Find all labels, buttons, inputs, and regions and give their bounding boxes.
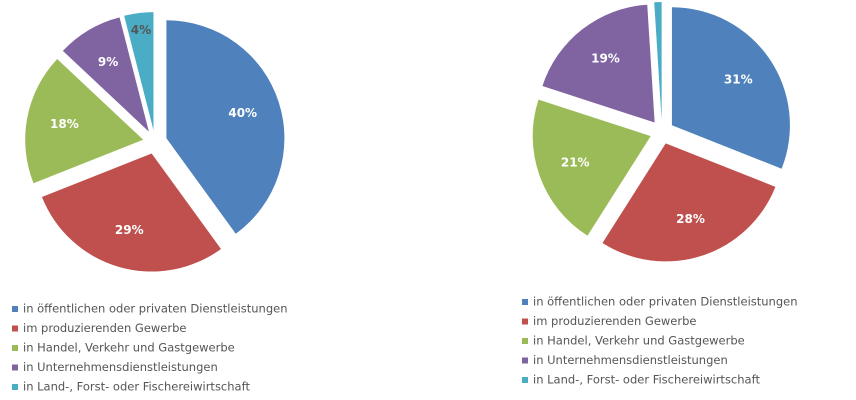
legend-swatch xyxy=(12,345,18,351)
data-label: 40% xyxy=(228,106,257,120)
legend-label: in öffentlichen oder privaten Dienstleis… xyxy=(533,295,798,309)
legend-swatch xyxy=(522,357,528,364)
data-label: 4% xyxy=(131,23,151,37)
data-label: 18% xyxy=(50,117,79,131)
legend-swatch xyxy=(12,384,18,390)
pie-slice xyxy=(41,153,222,272)
legend-label: in Land-, Forst- oder Fischereiwirtschaf… xyxy=(533,373,760,387)
legend-swatch xyxy=(522,338,528,344)
data-label: 31% xyxy=(724,73,753,87)
data-label: 21% xyxy=(561,156,590,170)
pie-slice xyxy=(654,2,662,121)
legend-label: im produzierenden Gewerbe xyxy=(23,321,187,335)
pie-slice xyxy=(602,143,776,262)
data-label: 29% xyxy=(115,223,144,237)
pie-slice xyxy=(62,17,149,132)
legend-label: in Land-, Forst- oder Fischereiwirtschaf… xyxy=(23,380,250,394)
pie-slice xyxy=(532,99,651,236)
legend-swatch xyxy=(12,364,18,371)
pie-slice xyxy=(166,20,285,234)
pie-slice xyxy=(124,12,154,131)
legend-swatch xyxy=(522,318,528,325)
legend-swatch xyxy=(522,299,528,305)
legend-label: in öffentlichen oder privaten Dienstleis… xyxy=(23,302,288,316)
legend-label: im produzierenden Gewerbe xyxy=(533,314,697,328)
pie-slice xyxy=(542,4,655,123)
pie-slice xyxy=(25,58,144,184)
pie-slice xyxy=(671,7,790,169)
legend-label: in Unternehmensdienstleistungen xyxy=(533,353,728,367)
legend-swatch xyxy=(12,306,18,312)
data-label: 19% xyxy=(591,52,620,66)
legend-label: in Unternehmensdienstleistungen xyxy=(23,360,218,374)
legend-swatch xyxy=(522,377,528,383)
legend-label: in Handel, Verkehr und Gastgewerbe xyxy=(533,334,745,348)
legend-label: in Handel, Verkehr und Gastgewerbe xyxy=(23,341,235,355)
data-label: 9% xyxy=(98,55,118,69)
legend-swatch xyxy=(12,325,18,332)
data-label: 28% xyxy=(676,212,705,226)
